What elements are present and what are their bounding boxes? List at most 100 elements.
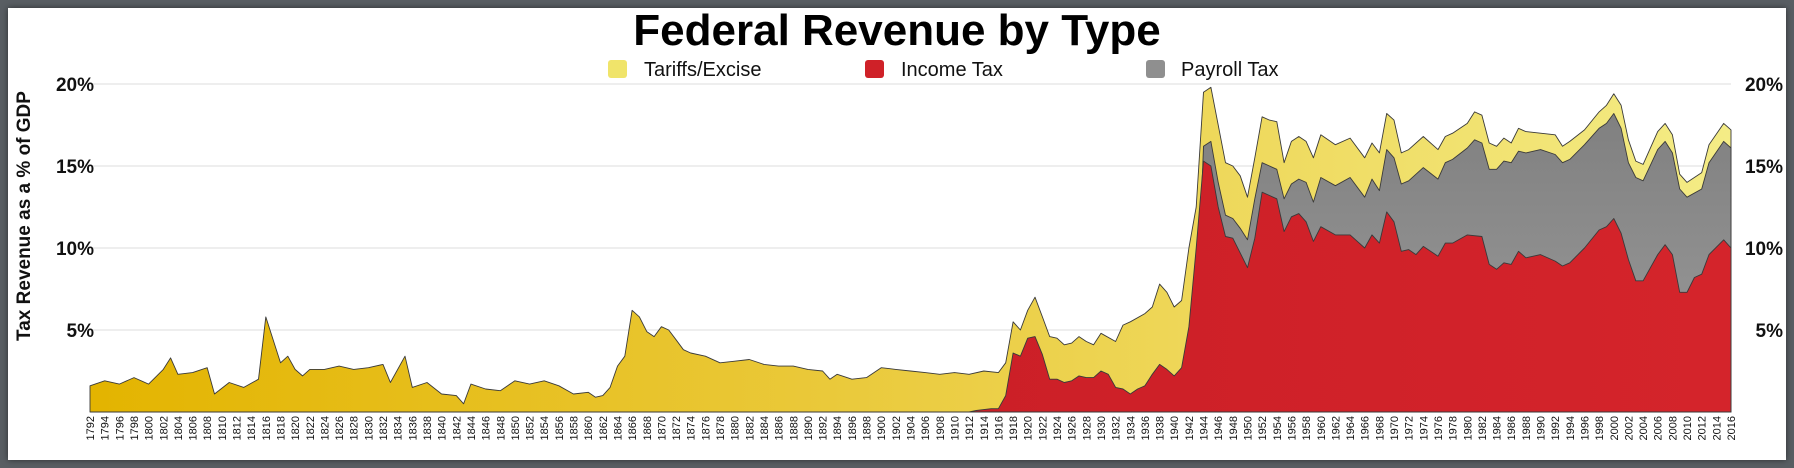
x-tick-1996: 1996 <box>1580 416 1592 440</box>
legend-swatch-income <box>865 60 884 78</box>
x-tick-1840: 1840 <box>437 416 449 440</box>
x-tick-1898: 1898 <box>862 416 874 440</box>
x-tick-1972: 1972 <box>1404 416 1416 440</box>
x-tick-1896: 1896 <box>847 416 859 440</box>
x-tick-1912: 1912 <box>964 416 976 440</box>
area-income-tax <box>968 160 1732 413</box>
x-tick-2010: 2010 <box>1682 416 1694 440</box>
x-tick-1886: 1886 <box>774 416 786 440</box>
x-tick-2008: 2008 <box>1667 416 1679 440</box>
x-tick-1928: 1928 <box>1081 416 1093 440</box>
x-tick-2004: 2004 <box>1638 416 1650 440</box>
x-tick-1874: 1874 <box>686 416 698 440</box>
x-tick-1904: 1904 <box>906 416 918 440</box>
x-tick-2014: 2014 <box>1711 416 1723 440</box>
x-tick-1888: 1888 <box>788 416 800 440</box>
y-axis-right: 5% 10% 15% 20% <box>1745 75 1783 342</box>
legend-swatch-tariffs <box>608 60 627 78</box>
legend: Tariffs/Excise Income Tax Payroll Tax <box>608 59 1278 81</box>
x-tick-1852: 1852 <box>525 416 537 440</box>
x-tick-1814: 1814 <box>246 416 258 440</box>
x-tick-1946: 1946 <box>1213 416 1225 440</box>
y-tick-right-5: 5% <box>1756 321 1784 342</box>
x-tick-1864: 1864 <box>613 416 625 440</box>
x-tick-1986: 1986 <box>1506 416 1518 440</box>
y-tick-left-15: 15% <box>56 157 94 178</box>
x-tick-1838: 1838 <box>422 416 434 440</box>
x-tick-1802: 1802 <box>158 416 170 440</box>
x-tick-1850: 1850 <box>510 416 522 440</box>
series-areas <box>89 86 1732 413</box>
x-tick-1978: 1978 <box>1448 416 1460 440</box>
x-tick-1828: 1828 <box>349 416 361 440</box>
x-tick-1856: 1856 <box>554 416 566 440</box>
x-tick-2006: 2006 <box>1653 416 1665 440</box>
x-tick-1908: 1908 <box>935 416 947 440</box>
x-tick-1804: 1804 <box>173 416 185 440</box>
x-tick-1880: 1880 <box>730 416 742 440</box>
y-tick-right-15: 15% <box>1745 157 1783 178</box>
x-tick-1920: 1920 <box>1023 416 1035 440</box>
x-tick-1934: 1934 <box>1125 416 1137 440</box>
x-tick-1848: 1848 <box>495 416 507 440</box>
x-tick-1830: 1830 <box>363 416 375 440</box>
x-tick-1798: 1798 <box>129 416 141 440</box>
x-tick-1980: 1980 <box>1462 416 1474 440</box>
x-tick-1990: 1990 <box>1536 416 1548 440</box>
x-tick-1942: 1942 <box>1184 416 1196 440</box>
x-tick-1892: 1892 <box>818 416 830 440</box>
x-tick-1970: 1970 <box>1389 416 1401 440</box>
x-tick-1818: 1818 <box>276 416 288 440</box>
x-tick-1944: 1944 <box>1199 416 1211 440</box>
legend-label-income: Income Tax <box>901 59 1003 81</box>
y-axis-label: Tax Revenue as a % of GDP <box>14 91 35 341</box>
x-tick-1824: 1824 <box>319 416 331 440</box>
x-tick-1956: 1956 <box>1286 416 1298 440</box>
chart-title: Federal Revenue by Type <box>633 8 1160 55</box>
x-tick-1822: 1822 <box>305 416 317 440</box>
x-tick-1870: 1870 <box>656 416 668 440</box>
x-tick-1868: 1868 <box>642 416 654 440</box>
y-axis-left: 5% 10% 15% 20% <box>56 75 94 342</box>
x-tick-1806: 1806 <box>188 416 200 440</box>
x-tick-1842: 1842 <box>451 416 463 440</box>
x-tick-1872: 1872 <box>671 416 683 440</box>
x-tick-1918: 1918 <box>1008 416 1020 440</box>
legend-label-payroll: Payroll Tax <box>1181 59 1278 81</box>
x-tick-1988: 1988 <box>1521 416 1533 440</box>
x-tick-1966: 1966 <box>1360 416 1372 440</box>
x-tick-1994: 1994 <box>1565 416 1577 440</box>
x-tick-1984: 1984 <box>1492 416 1504 440</box>
x-tick-1960: 1960 <box>1316 416 1328 440</box>
x-tick-1922: 1922 <box>1037 416 1049 440</box>
x-tick-1866: 1866 <box>627 416 639 440</box>
x-tick-1926: 1926 <box>1067 416 1079 440</box>
x-tick-1800: 1800 <box>144 416 156 440</box>
y-tick-right-10: 10% <box>1745 239 1783 260</box>
x-tick-1938: 1938 <box>1155 416 1167 440</box>
x-tick-2016: 2016 <box>1726 416 1738 440</box>
x-tick-1900: 1900 <box>876 416 888 440</box>
x-tick-1894: 1894 <box>832 416 844 440</box>
x-tick-1916: 1916 <box>993 416 1005 440</box>
x-tick-1836: 1836 <box>407 416 419 440</box>
x-tick-1932: 1932 <box>1111 416 1123 440</box>
x-tick-1968: 1968 <box>1374 416 1386 440</box>
x-tick-2000: 2000 <box>1609 416 1621 440</box>
x-tick-1846: 1846 <box>481 416 493 440</box>
x-tick-1962: 1962 <box>1330 416 1342 440</box>
x-tick-1948: 1948 <box>1228 416 1240 440</box>
x-tick-1940: 1940 <box>1169 416 1181 440</box>
legend-item-payroll: Payroll Tax <box>1146 59 1278 81</box>
x-tick-1862: 1862 <box>598 416 610 440</box>
chart-frame: Federal Revenue by Type Tariffs/Excise I… <box>8 8 1786 460</box>
x-tick-1902: 1902 <box>891 416 903 440</box>
legend-item-tariffs: Tariffs/Excise <box>608 59 761 81</box>
x-tick-1930: 1930 <box>1096 416 1108 440</box>
x-tick-1950: 1950 <box>1243 416 1255 440</box>
x-tick-1924: 1924 <box>1052 416 1064 440</box>
x-tick-1792: 1792 <box>85 416 97 440</box>
legend-swatch-payroll <box>1146 60 1165 78</box>
x-tick-1820: 1820 <box>290 416 302 440</box>
legend-item-income: Income Tax <box>865 59 1003 81</box>
